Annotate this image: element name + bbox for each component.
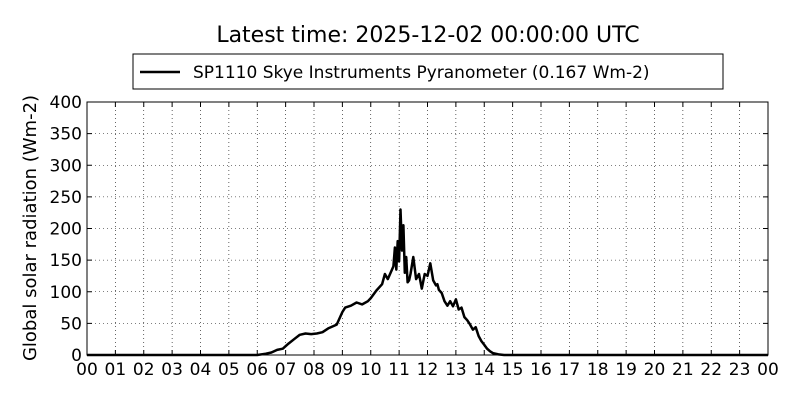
x-tick-label: 23 xyxy=(729,360,751,380)
x-tick-label: 21 xyxy=(672,360,694,380)
legend-entry-label: SP1110 Skye Instruments Pyranometer (0.1… xyxy=(193,63,650,83)
y-axis-label: Global solar radiation (Wm-2) xyxy=(20,95,41,361)
legend-box xyxy=(132,53,724,90)
x-tick-label: 06 xyxy=(246,360,268,380)
grid-lines xyxy=(87,102,768,355)
x-tick-label: 11 xyxy=(388,360,410,380)
y-tick-label: 300 xyxy=(50,156,82,176)
x-tick-label: 19 xyxy=(615,360,637,380)
x-tick-label: 15 xyxy=(502,360,524,380)
x-tick-label: 14 xyxy=(473,360,495,380)
x-tick-label: 20 xyxy=(644,360,666,380)
x-tick-label: 07 xyxy=(275,360,297,380)
x-tick-labels: 00 01 02 03 04 05 06 07 08 09 10 11 12 13 14 15 16 17 18 19… xyxy=(76,360,779,380)
series-line-pyranometer xyxy=(87,208,768,357)
y-tick-label: 250 xyxy=(50,188,82,208)
x-tick-label: 05 xyxy=(218,360,240,380)
y-tick-label: 100 xyxy=(50,283,82,303)
x-tick-label: 00 xyxy=(757,360,779,380)
x-tick-label: 04 xyxy=(190,360,212,380)
y-tick-label: 350 xyxy=(50,125,82,145)
x-tick-label: 10 xyxy=(360,360,382,380)
x-tick-label: 16 xyxy=(530,360,552,380)
x-tick-label: 09 xyxy=(332,360,354,380)
y-tick-label: 150 xyxy=(50,251,82,271)
x-tick-label: 00 xyxy=(76,360,98,380)
x-tick-label: 13 xyxy=(445,360,467,380)
x-tick-label: 08 xyxy=(303,360,325,380)
y-tick-label: 400 xyxy=(50,93,82,113)
x-tick-label: 01 xyxy=(105,360,127,380)
x-tick-label: 02 xyxy=(133,360,155,380)
y-tick-labels: 0 50 100 150 200 250 300 350 400 xyxy=(50,93,82,366)
x-tick-label: 12 xyxy=(417,360,439,380)
legend: SP1110 Skye Instruments Pyranometer (0.1… xyxy=(132,53,724,90)
x-tick-label: 03 xyxy=(161,360,183,380)
chart-title: Latest time: 2025-12-02 00:00:00 UTC xyxy=(216,23,639,48)
x-tick-label: 18 xyxy=(587,360,609,380)
plot-frame xyxy=(86,101,769,356)
x-tick-label: 22 xyxy=(700,360,722,380)
y-tick-label: 0 xyxy=(71,346,82,366)
x-tick-label: 17 xyxy=(559,360,581,380)
y-tick-label: 200 xyxy=(50,220,82,240)
y-tick-label: 50 xyxy=(60,314,82,334)
